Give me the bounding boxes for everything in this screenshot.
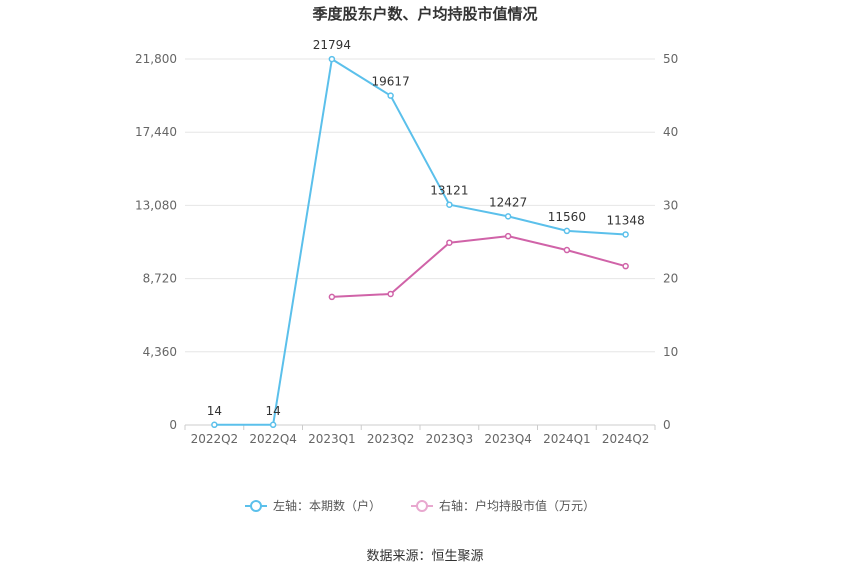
grid-lines <box>185 58 655 426</box>
x-axis-tick-label: 2023Q4 <box>484 432 532 446</box>
right-axis-tick-label: 0 <box>663 418 671 432</box>
left-axis-tick-label: 0 <box>169 418 177 432</box>
left-axis-tick-label: 21,800 <box>135 52 177 66</box>
data-label: 14 <box>265 404 280 418</box>
right-axis-tick-label: 30 <box>663 198 678 212</box>
series-1-point <box>328 55 336 63</box>
series-layer: 14 14 21794 19617 13121 12427 11560 11348 <box>207 38 645 429</box>
series-2-point <box>387 290 394 298</box>
right-axis-tick-label: 10 <box>663 345 678 359</box>
series-1-point <box>446 201 453 208</box>
series-1-point <box>211 421 218 429</box>
series-1-point <box>622 231 629 238</box>
x-axis-tick-label: 2023Q2 <box>367 432 415 446</box>
data-label: 13121 <box>430 184 468 198</box>
x-axis-tick-label: 2022Q4 <box>249 432 297 446</box>
series-1-point <box>504 213 512 220</box>
x-axis-tick-label: 2024Q1 <box>543 432 591 446</box>
right-axis-tick-label: 50 <box>663 52 678 66</box>
left-axis-tick-label: 17,440 <box>135 125 177 139</box>
legend[interactable]: 左轴：本期数（户） 右轴：户均持股市值（万元） <box>245 498 595 513</box>
data-label: 11348 <box>607 213 645 227</box>
data-label: 12427 <box>489 195 527 209</box>
data-label: 21794 <box>313 38 351 52</box>
left-axis-tick-label: 13,080 <box>135 198 177 212</box>
legend-swatch-marker <box>250 500 262 512</box>
legend-label: 左轴：本期数（户） <box>273 498 381 513</box>
right-axis-tick-label: 20 <box>663 272 678 286</box>
series-2-point <box>504 232 512 240</box>
series-1-point <box>387 92 394 99</box>
legend-label: 右轴：户均持股市值（万元） <box>439 498 595 513</box>
source-text: 数据来源：恒生聚源 <box>366 549 483 564</box>
series-1-point <box>563 227 571 235</box>
right-axis: 0 10 20 30 40 50 <box>663 52 678 432</box>
legend-swatch-marker <box>416 500 428 512</box>
series-line-1 <box>214 58 626 426</box>
x-axis-tick-label: 2023Q3 <box>426 432 474 446</box>
x-axis-tick-label: 2022Q2 <box>191 432 239 446</box>
data-label: 14 <box>207 404 222 418</box>
legend-item-2[interactable]: 右轴：户均持股市值（万元） <box>411 498 595 513</box>
x-axis-tick-label: 2023Q1 <box>308 432 356 446</box>
left-axis-tick-label: 8,720 <box>143 272 177 286</box>
legend-item-1[interactable]: 左轴：本期数（户） <box>245 498 381 513</box>
chart-title: 季度股东户数、户均持股市值情况 <box>312 5 537 23</box>
series-2-point <box>563 246 571 254</box>
left-axis-tick-label: 4,360 <box>143 345 177 359</box>
data-label: 11560 <box>548 210 586 224</box>
series-1-point <box>269 421 277 429</box>
series-2-point <box>328 293 336 301</box>
data-label: 19617 <box>372 75 410 89</box>
series-2-point <box>622 262 629 270</box>
left-axis: 0 4,360 8,720 13,080 17,440 21,800 <box>135 52 177 432</box>
series-2-point <box>446 239 453 246</box>
series-line-2 <box>331 235 626 298</box>
x-axis: 2022Q2 2022Q4 2023Q1 2023Q2 2023Q3 2023Q4 2024… <box>184 425 656 446</box>
right-axis-tick-label: 40 <box>663 125 678 139</box>
x-axis-tick-label: 2024Q2 <box>602 432 650 446</box>
